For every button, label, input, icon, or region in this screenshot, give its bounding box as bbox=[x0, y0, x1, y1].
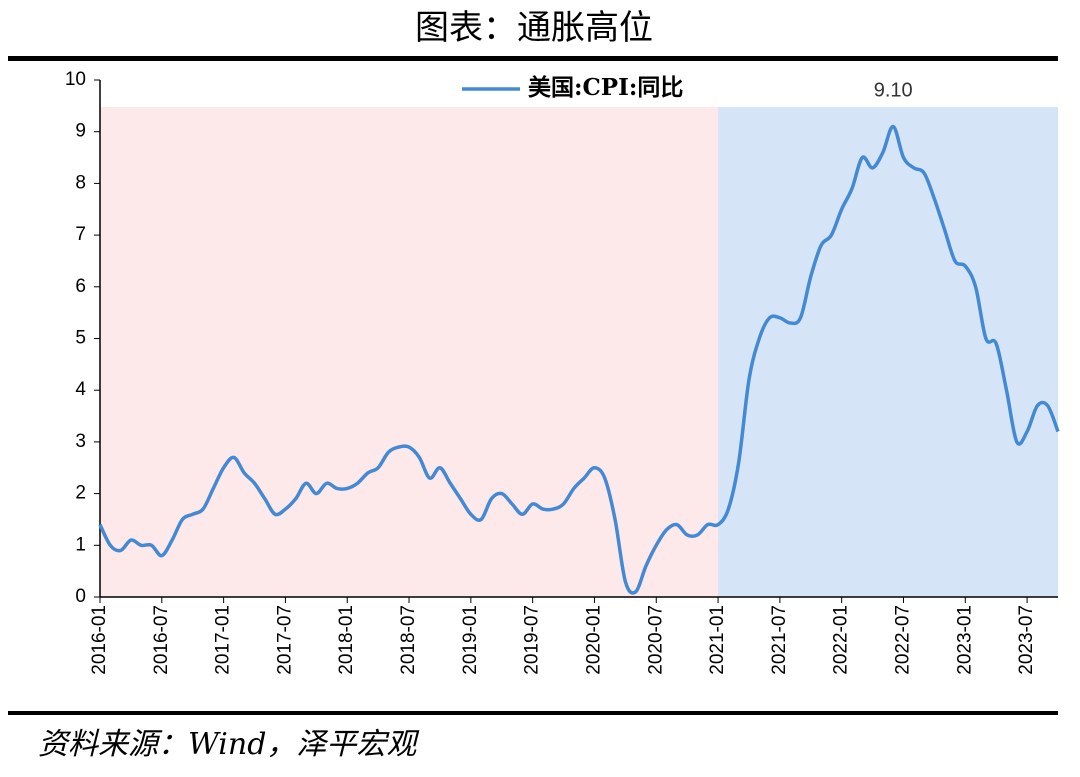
shaded-region bbox=[718, 107, 1058, 597]
y-tick-label: 9 bbox=[75, 121, 86, 142]
y-tick-label: 7 bbox=[75, 224, 86, 245]
y-tick-label: 3 bbox=[75, 431, 86, 452]
x-tick-label: 2020-07 bbox=[645, 605, 666, 675]
y-tick-label: 0 bbox=[75, 586, 86, 607]
bottom-rule bbox=[8, 711, 1058, 715]
value-label: 9.10 bbox=[874, 79, 913, 101]
x-tick-label: 2018-07 bbox=[398, 605, 419, 675]
series-line bbox=[98, 124, 1060, 595]
x-tick-label: 2021-07 bbox=[769, 605, 790, 675]
x-tick-label: 2019-01 bbox=[460, 605, 481, 675]
x-tick-label: 2016-01 bbox=[89, 605, 110, 675]
y-tick-label: 8 bbox=[75, 172, 86, 193]
y-tick-label: 10 bbox=[65, 69, 86, 90]
x-tick-label: 2020-01 bbox=[583, 605, 604, 675]
x-tick-label: 2022-07 bbox=[892, 605, 913, 675]
x-tick-label: 2017-01 bbox=[213, 605, 234, 675]
source: 资料来源：Wind，泽平宏观 bbox=[38, 727, 419, 762]
x-tick-label: 2022-01 bbox=[831, 605, 852, 675]
x-tick-label: 2021-01 bbox=[707, 605, 728, 675]
x-tick-label: 2023-01 bbox=[954, 605, 975, 675]
legend-label: 美国:CPI:同比 bbox=[528, 74, 683, 101]
x-tick-label: 2017-07 bbox=[274, 605, 295, 675]
shaded-region bbox=[100, 107, 719, 597]
y-tick-label: 6 bbox=[75, 276, 86, 297]
y-tick-label: 1 bbox=[75, 534, 86, 555]
top-rule bbox=[8, 56, 1058, 61]
chart-title: 图表：通胀高位 bbox=[415, 8, 653, 48]
y-tick-label: 4 bbox=[75, 379, 86, 400]
y-tick-label: 5 bbox=[75, 328, 86, 349]
x-tick-label: 2023-07 bbox=[1016, 605, 1037, 675]
x-tick-label: 2016-07 bbox=[151, 605, 172, 675]
x-tick-label: 2019-07 bbox=[522, 605, 543, 675]
x-tick-label: 2018-01 bbox=[336, 605, 357, 675]
y-tick-label: 2 bbox=[75, 483, 86, 504]
